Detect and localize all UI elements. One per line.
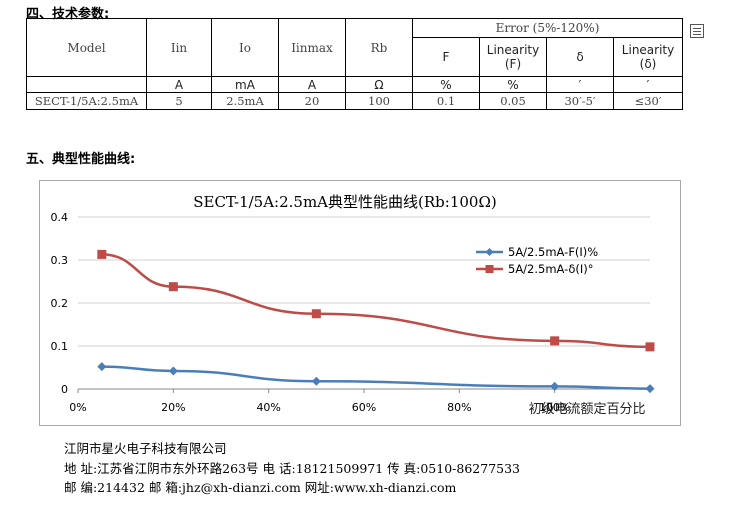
rb-header: Rb	[345, 18, 413, 77]
cell-f: 0.1	[412, 92, 480, 110]
cell-iinmax: 20	[278, 92, 346, 110]
series-1-point	[168, 366, 178, 376]
series-line-1	[101, 365, 651, 390]
spec-table: Model Iin Io Iinmax Rb Error (5%-120%) F…	[26, 18, 684, 110]
y-tick-label: 0	[61, 383, 68, 396]
f-header: F	[412, 37, 480, 77]
linearity-f-line2: (F)	[504, 57, 522, 71]
x-tick-label: 60%	[352, 401, 376, 414]
iinmax-header: Iinmax	[278, 18, 346, 77]
section-5-title: 五、典型性能曲线:	[26, 152, 136, 167]
legend-marker-2	[485, 265, 494, 273]
x-tick-label: 0%	[69, 401, 86, 414]
series-1-point	[311, 376, 321, 386]
x-axis-label: 初级电流额定百分比	[528, 402, 645, 417]
linearity-d-header: Linearity (δ)	[612, 37, 684, 77]
series-2-point	[168, 282, 178, 292]
cell-linearity-f: 0.05	[479, 92, 547, 110]
legend-label-2: 5A/2.5mA-δ(I)°	[508, 262, 593, 276]
footer-address: 地 址:江苏省江阴市东外环路263号 电 话:18121509971 传 真:0…	[64, 461, 521, 476]
cell-io: 2.5mA	[211, 92, 279, 110]
chart-title: SECT-1/5A:2.5mA典型性能曲线(Rb:100Ω)	[193, 193, 497, 211]
io-header: Io	[211, 18, 279, 77]
linearity-f-header: Linearity (F)	[479, 37, 547, 77]
x-tick-label: 100%	[539, 401, 570, 414]
series-line-2	[101, 253, 651, 349]
legend-label-1: 5A/2.5mA-F(I)%	[508, 245, 598, 259]
series-1-point	[645, 384, 655, 394]
series-2-point	[311, 309, 321, 319]
legend-marker-1	[485, 248, 494, 256]
x-tick-label: 40%	[256, 401, 280, 414]
y-tick-label: 0.3	[51, 254, 69, 267]
y-tick-label: 0.4	[51, 211, 69, 224]
series-2-point	[550, 336, 560, 346]
cell-rb: 100	[345, 92, 413, 110]
x-tick-label: 80%	[447, 401, 471, 414]
series-1-point	[550, 381, 560, 391]
footer-contact: 邮 编:214432 邮 箱:jhz@xh-dianzi.com 网址:www.…	[64, 480, 457, 495]
y-tick-label: 0.2	[51, 297, 69, 310]
series-2-point	[97, 249, 107, 259]
linearity-d-line1: Linearity	[621, 43, 675, 57]
iin-header: Iin	[146, 18, 212, 77]
table-handle-icon[interactable]	[690, 24, 704, 38]
series-2-point	[645, 342, 655, 352]
model-header: Model	[26, 18, 147, 77]
footer-company: 江阴市星火电子科技有限公司	[64, 441, 227, 456]
cell-model: SECT-1/5A:2.5mA	[26, 92, 147, 110]
y-tick-label: 0.1	[51, 340, 69, 353]
cell-linearity-d: ≤30′	[612, 92, 684, 110]
linearity-d-line2: (δ)	[639, 57, 657, 71]
x-tick-label: 20%	[161, 401, 185, 414]
series-1-point	[97, 362, 107, 372]
linearity-f-line1: Linearity	[486, 43, 540, 57]
